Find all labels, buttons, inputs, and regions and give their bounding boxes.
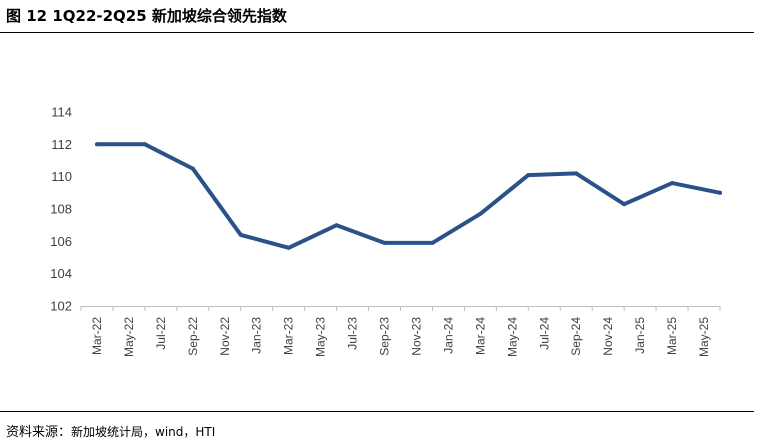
- x-tick-label: Jan-25: [633, 317, 647, 354]
- x-tick-label: Mar-25: [665, 317, 679, 355]
- top-rule: [0, 32, 754, 33]
- y-tick-label: 108: [50, 202, 72, 217]
- y-tick-label: 114: [51, 105, 72, 120]
- x-tick-label: Sep-23: [378, 317, 392, 356]
- data-point: [526, 173, 531, 178]
- data-point: [238, 232, 243, 237]
- data-point: [334, 223, 339, 228]
- data-point: [574, 171, 579, 176]
- data-point: [718, 190, 722, 195]
- x-tick-label: Jul-22: [154, 317, 168, 350]
- x-tick-label: Nov-22: [218, 317, 232, 356]
- data-point: [382, 240, 387, 245]
- x-tick-label: May-23: [314, 317, 328, 357]
- figure-title: 图 12 1Q22-2Q25 新加坡综合领先指数: [6, 7, 287, 25]
- y-tick-label: 102: [50, 299, 72, 314]
- series-layer: [95, 142, 722, 250]
- y-tick-label: 110: [51, 169, 72, 184]
- y-axis-ticks: 102 104 106 108 110 112 114: [50, 105, 72, 314]
- x-tick-label: Jul-23: [346, 317, 360, 350]
- y-tick-label: 106: [50, 234, 72, 249]
- data-point: [670, 181, 675, 186]
- x-tick-label: May-25: [697, 317, 711, 357]
- data-point: [95, 142, 99, 147]
- bottom-rule: [0, 411, 754, 412]
- source-text: 新加坡统计局，wind，HTI: [71, 425, 216, 439]
- x-tick-label: May-22: [122, 317, 136, 357]
- source-label: 资料来源：: [6, 425, 72, 440]
- data-point: [622, 202, 627, 207]
- x-tick-label: Sep-24: [569, 317, 583, 356]
- data-point: [430, 240, 435, 245]
- data-point: [286, 245, 291, 250]
- x-tick-label: Jul-24: [537, 317, 551, 350]
- x-tick-label: Nov-24: [601, 317, 615, 356]
- series-line: [95, 142, 722, 250]
- data-point: [142, 142, 147, 147]
- x-axis: Mar-22 May-22 Jul-22 Sep-22 Nov-22 Jan-23 Mar-…: [80, 306, 721, 357]
- x-tick-label: Mar-23: [282, 317, 296, 355]
- x-tick-label: Mar-22: [90, 317, 104, 355]
- x-tick-label: Mar-24: [473, 317, 487, 355]
- y-tick-label: 112: [51, 137, 72, 152]
- x-tick-label: Jan-24: [441, 317, 455, 354]
- data-point: [190, 166, 195, 171]
- source-note: 资料来源：新加坡统计局，wind，HTI: [6, 421, 215, 440]
- x-tick-label: May-24: [505, 317, 519, 357]
- y-tick-label: 104: [50, 266, 72, 281]
- data-point: [478, 211, 483, 216]
- x-tick-label: Nov-23: [409, 317, 423, 356]
- x-tick-label: Jan-23: [250, 317, 264, 354]
- line-chart: 102 104 106 108 110 112 114 Mar-22 May-22 Jul-22…: [50, 105, 722, 357]
- x-tick-label: Sep-22: [186, 317, 200, 356]
